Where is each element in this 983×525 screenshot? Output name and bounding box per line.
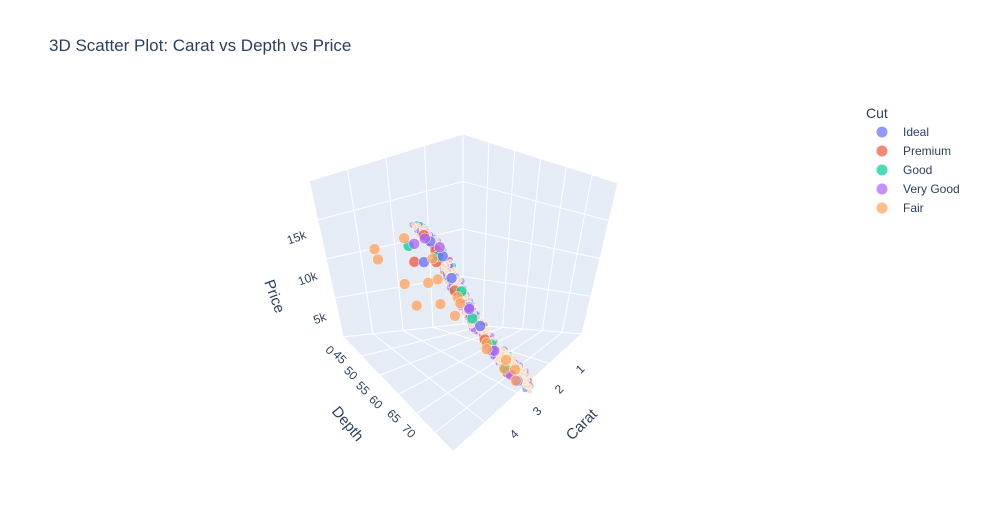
data-point-fair (410, 299, 423, 312)
legend-item-good[interactable]: Good (876, 163, 933, 177)
data-point-ideal (445, 272, 458, 284)
data-point-fair (510, 374, 522, 387)
legend-label-good: Good (903, 163, 932, 177)
carat-tick-3: 3 (530, 404, 545, 419)
data-point-fair (442, 264, 448, 270)
legend-marker-good (876, 164, 888, 176)
legend-marker-premium (876, 145, 888, 157)
depth-tick-60: 60 (366, 392, 386, 412)
legend: Cut Ideal Premium Good Very Good Fair (866, 105, 960, 215)
legend-label-ideal: Ideal (903, 125, 929, 139)
data-point-fair (457, 278, 463, 283)
legend-label-premium: Premium (903, 144, 951, 158)
data-point-very-good (419, 232, 431, 245)
data-point-fair (398, 232, 410, 244)
data-point-fair (466, 297, 472, 303)
carat-tick-4: 4 (507, 427, 522, 442)
data-point-fair (500, 354, 512, 366)
depth-axis-line (342, 336, 454, 453)
data-point-fair (398, 278, 411, 290)
x-axis-title: Carat (563, 405, 602, 444)
legend-label-fair: Fair (903, 201, 924, 215)
legend-item-premium[interactable]: Premium (876, 144, 952, 158)
price-axis-line (308, 180, 344, 338)
legend-title: Cut (866, 105, 888, 121)
chart-title: 3D Scatter Plot: Carat vs Depth vs Price (49, 36, 351, 55)
z-axis-title: Price (260, 277, 288, 315)
data-point-fair (527, 389, 533, 394)
legend-item-very-good[interactable]: Very Good (876, 182, 960, 196)
legend-item-ideal[interactable]: Ideal (876, 125, 930, 139)
data-point-premium (408, 256, 421, 268)
data-point-fair (449, 310, 461, 322)
gridline-carat (402, 330, 518, 394)
legend-item-fair[interactable]: Fair (876, 201, 924, 215)
depth-tick-50: 50 (341, 363, 361, 383)
gridline-depth (561, 174, 593, 333)
data-point-fair (454, 297, 467, 309)
gridline-depth (541, 166, 567, 331)
data-point-fair (523, 383, 528, 389)
data-point-fair (432, 273, 444, 286)
gridline-depth (522, 158, 541, 330)
carat-axis-line (452, 333, 583, 453)
depth-tick-65: 65 (384, 406, 404, 426)
gridline-depth (482, 142, 490, 326)
gridlines (317, 142, 610, 434)
price-tick-15k: 15k (285, 227, 309, 247)
data-point-very-good (408, 238, 420, 250)
data-point-fair (426, 252, 439, 265)
gridline-carat (347, 169, 374, 334)
legend-label-very-good: Very Good (903, 182, 960, 196)
price-tick-10k: 10k (296, 268, 320, 288)
carat-tick-1: 1 (573, 362, 588, 377)
data-point-fair (509, 363, 521, 376)
depth-tick-70: 70 (399, 421, 419, 441)
data-point-very-good (433, 241, 446, 254)
y-axis-title: Depth (328, 403, 367, 445)
data-point-fair (480, 343, 493, 355)
legend-marker-ideal (876, 126, 888, 138)
data-points (368, 220, 535, 394)
gridline-carat (385, 157, 404, 331)
data-point-fair (520, 371, 526, 377)
data-point-fair (372, 253, 384, 266)
carat-tick-2: 2 (552, 382, 567, 397)
data-point-ideal (474, 320, 486, 332)
price-tick-5k: 5k (311, 309, 329, 327)
data-point-fair (434, 298, 447, 310)
legend-marker-fair (876, 202, 888, 214)
gridline-depth (502, 150, 516, 328)
data-point-fair (416, 223, 422, 228)
data-point-fair (368, 243, 381, 255)
depth-tick-55: 55 (353, 378, 373, 398)
legend-marker-very-good (876, 183, 888, 195)
data-point-very-good (463, 303, 476, 315)
data-point-fair (447, 259, 453, 264)
gridline-carat (372, 333, 486, 423)
